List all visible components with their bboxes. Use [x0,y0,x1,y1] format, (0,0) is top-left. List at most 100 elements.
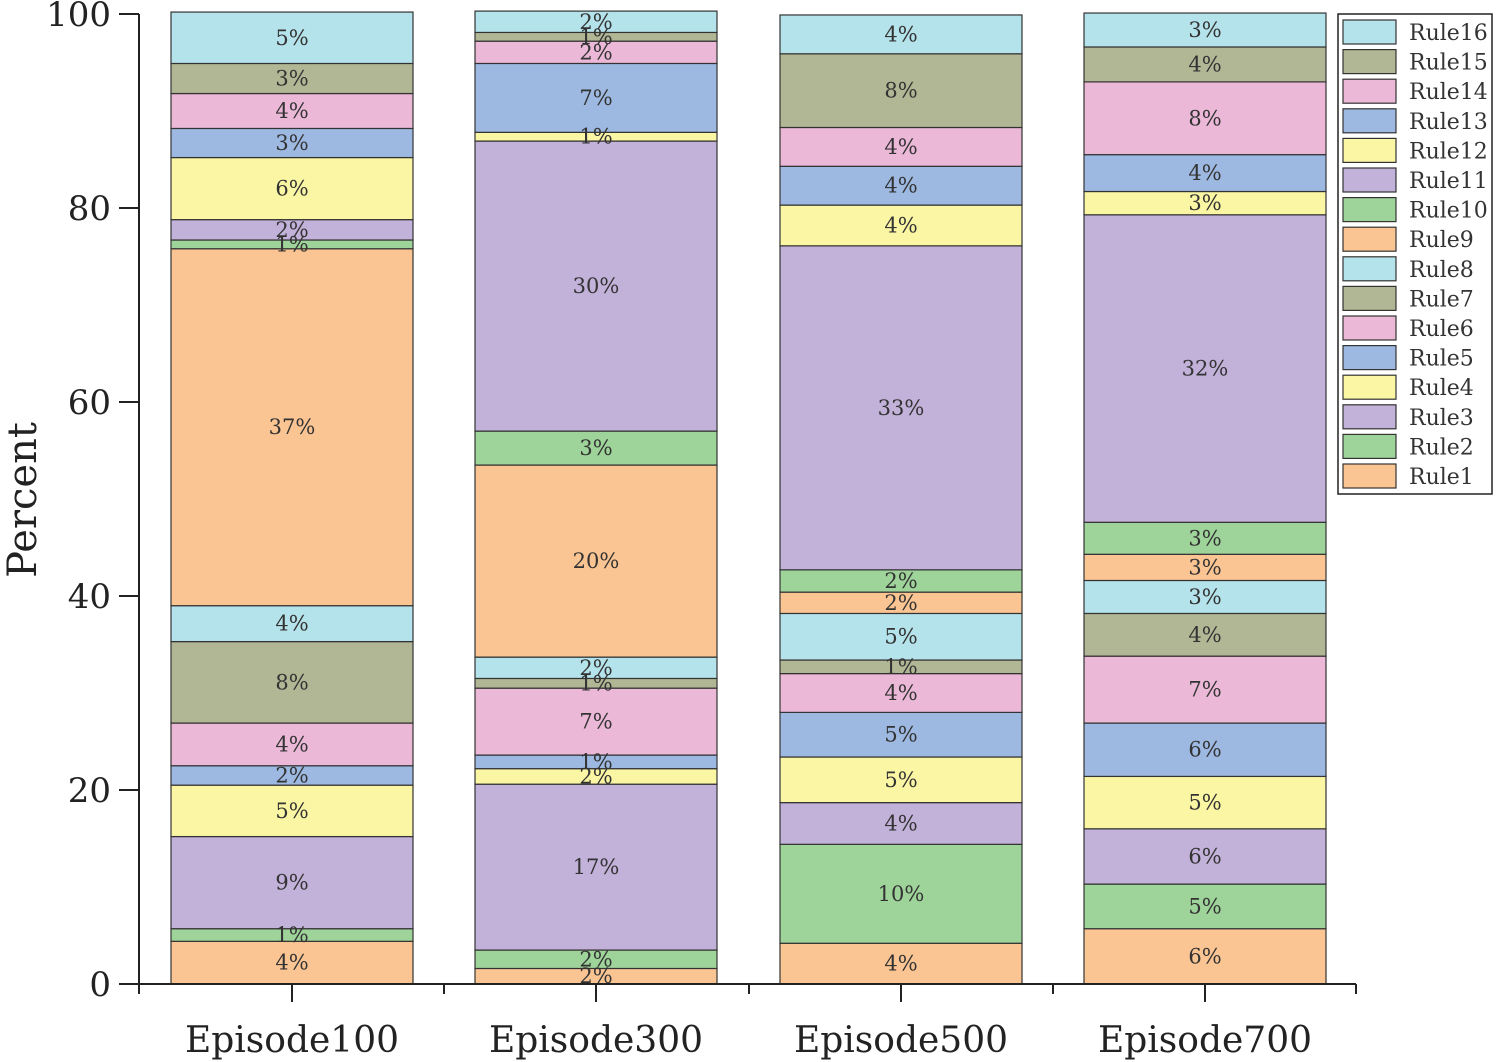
data-label-rule3-episode100: 9% [275,871,308,895]
data-label-rule9-episode700: 3% [1188,555,1221,579]
bar-segment-rule9-episode700 [1083,553,1327,582]
legend-swatch-rule4 [1342,374,1397,400]
bar-segment-rule13-episode500 [779,165,1023,206]
y-ticks-layer: 0 20 40 60 80 100 [46,0,139,1005]
legend-label-rule10: Rule10 [1409,199,1488,224]
data-label-rule12-episode300: 1% [579,125,612,149]
legend-label-rule3: Rule3 [1409,406,1474,431]
axes-layer [138,14,1356,985]
data-label-rule5-episode500: 5% [884,723,917,747]
data-label-rule11-episode100: 2% [275,218,308,242]
data-label-rule6-episode700: 7% [1188,678,1221,702]
bar-segment-rule3-episode700 [1083,828,1327,885]
legend-swatch-rule3 [1342,404,1397,430]
y-axis-title: Percent [0,422,46,578]
legend-swatch-rule8 [1342,256,1397,282]
bar-segment-rule4-episode100 [170,784,414,838]
bars-layer [170,10,1327,985]
data-label-rule8-episode300: 2% [579,656,612,680]
bar-segment-rule1-episode500 [779,942,1023,985]
legend-swatch-rule11 [1342,167,1397,193]
legend-label-rule6: Rule6 [1409,317,1474,342]
x-tick-label: Episode700 [1098,1020,1312,1061]
legend-swatch-rule9 [1342,226,1397,252]
legend-swatch-rule6 [1342,315,1397,341]
data-label-rule7-episode300: 1% [579,671,612,695]
bar-segment-rule13-episode700 [1083,154,1327,193]
y-tick-label: 80 [68,189,111,229]
bar-segment-rule5-episode700 [1083,722,1327,778]
data-label-rule14-episode100: 4% [275,99,308,123]
bar-segment-rule15-episode500 [779,53,1023,129]
data-label-rule13-episode100: 3% [275,131,308,155]
bar-segment-rule16-episode700 [1083,12,1327,48]
legend-label-rule5: Rule5 [1409,347,1474,372]
data-label-rule4-episode300: 2% [579,764,612,788]
bar-segment-rule6-episode500 [779,672,1023,713]
bar-segment-rule7-episode700 [1083,612,1327,657]
legend: Rule16 Rule15 Rule14 Rule13 Rule12 Rule11 Rule… [1337,13,1493,495]
x-tick-label: Episode100 [185,1020,399,1061]
data-label-rule4-episode100: 5% [275,799,308,823]
data-label-rule11-episode300: 30% [573,274,620,298]
data-label-rule15-episode700: 4% [1188,52,1221,76]
bar-segment-rule1-episode100 [170,940,414,985]
y-tick-label: 40 [68,577,111,617]
legend-swatch-rule7 [1342,285,1397,311]
legend-label-rule13: Rule13 [1409,110,1488,135]
legend-swatch-rule5 [1342,345,1397,371]
data-label-rule7-episode700: 4% [1188,623,1221,647]
data-label-rule14-episode300: 2% [579,40,612,64]
data-label-rule7-episode500: 1% [884,655,917,679]
bar-segment-rule6-episode300 [474,687,718,756]
legend-swatch-rule10 [1342,197,1397,223]
bar-segment-rule13-episode100 [170,127,414,159]
legend-swatch-rule14 [1342,78,1397,104]
bar-segment-rule16-episode100 [170,11,414,65]
bar-segment-rule10-episode700 [1083,521,1327,555]
bar-segment-rule8-episode100 [170,605,414,643]
data-label-rule9-episode500: 2% [884,591,917,615]
data-label-rule5-episode300: 1% [579,750,612,774]
data-label-rule10-episode500: 2% [884,569,917,593]
data-label-rule2-episode700: 5% [1188,894,1221,918]
legend-label-rule9: Rule9 [1409,228,1474,253]
data-label-rule5-episode100: 2% [275,763,308,787]
data-label-rule5-episode700: 6% [1188,738,1221,762]
y-tick-label: 0 [89,965,111,1005]
bar-segment-rule7-episode100 [170,640,414,724]
legend-label-rule12: Rule12 [1409,139,1488,164]
legend-label-rule16: Rule16 [1409,21,1488,46]
bar-segment-rule15-episode700 [1083,46,1327,83]
bar-segment-rule16-episode500 [779,14,1023,55]
data-label-rule4-episode700: 5% [1188,791,1221,815]
data-label-rule8-episode100: 4% [275,612,308,636]
legend-label-rule2: Rule2 [1409,435,1474,460]
legend-label-rule4: Rule4 [1409,376,1474,401]
data-label-rule9-episode100: 37% [269,415,316,439]
data-label-rule3-episode700: 6% [1188,844,1221,868]
bar-segment-rule2-episode700 [1083,883,1327,930]
data-label-rule8-episode500: 5% [884,625,917,649]
data-label-rule15-episode300: 1% [579,25,612,49]
data-label-rule4-episode500: 5% [884,768,917,792]
data-label-rule16-episode300: 2% [579,10,612,34]
y-tick-label: 100 [46,0,111,35]
bar-segment-rule16-episode300 [474,10,718,34]
y-tick-label: 20 [68,771,111,811]
bar-segment-rule13-episode300 [474,62,718,133]
legend-label-rule14: Rule14 [1409,80,1488,105]
bar-segment-rule11-episode500 [779,245,1023,571]
data-label-rule13-episode500: 4% [884,174,917,198]
bar-segment-rule8-episode500 [779,612,1023,661]
bar-segment-rule1-episode700 [1083,928,1327,985]
data-label-rule16-episode500: 4% [884,22,917,46]
data-label-rule9-episode300: 20% [573,549,620,573]
data-label-rule16-episode700: 3% [1188,18,1221,42]
data-label-rule10-episode100: 1% [275,232,308,256]
legend-swatch-rule12 [1342,137,1397,163]
bar-segment-rule15-episode100 [170,62,414,95]
data-label-rule12-episode700: 3% [1188,191,1221,215]
legend-label-rule1: Rule1 [1409,465,1474,490]
